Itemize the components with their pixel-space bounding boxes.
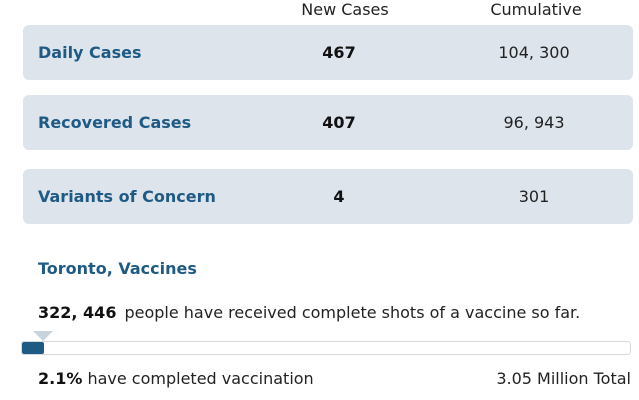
vaccination-percent-suffix: have completed vaccination — [82, 369, 314, 388]
vaccines-summary: 322, 446 people have received complete sh… — [38, 302, 580, 324]
row-new-cases-value: 407 — [322, 113, 356, 132]
vaccination-progress-bar — [21, 341, 631, 355]
row-label: Recovered Cases — [38, 113, 192, 132]
column-header-new-cases: New Cases — [301, 0, 389, 19]
row-cumulative-value: 96, 943 — [503, 113, 565, 132]
row-new-cases-value: 467 — [322, 43, 356, 62]
stats-row-variants-of-concern: Variants of Concern 4 301 — [23, 169, 633, 224]
vaccination-percent-line: 2.1% have completed vaccination — [38, 368, 314, 390]
row-label: Variants of Concern — [38, 187, 216, 206]
stats-row-daily-cases: Daily Cases 467 104, 300 — [23, 25, 633, 80]
row-new-cases-value: 4 — [333, 187, 345, 206]
column-headers: New Cases Cumulative — [0, 0, 639, 22]
column-header-cumulative: Cumulative — [490, 0, 582, 19]
vaccinated-description: people have received complete shots of a… — [124, 303, 581, 322]
vaccines-title: Toronto, Vaccines — [38, 259, 197, 278]
stats-row-recovered-cases: Recovered Cases 407 96, 943 — [23, 95, 633, 150]
vaccination-progress-fill — [22, 342, 44, 354]
row-cumulative-value: 301 — [518, 187, 550, 206]
row-label: Daily Cases — [38, 43, 142, 62]
progress-marker-icon — [33, 331, 53, 341]
vaccination-total: 3.05 Million Total — [496, 369, 631, 388]
vaccinated-count: 322, 446 — [38, 303, 117, 322]
vaccination-percent: 2.1% — [38, 369, 83, 388]
row-cumulative-value: 104, 300 — [498, 43, 570, 62]
